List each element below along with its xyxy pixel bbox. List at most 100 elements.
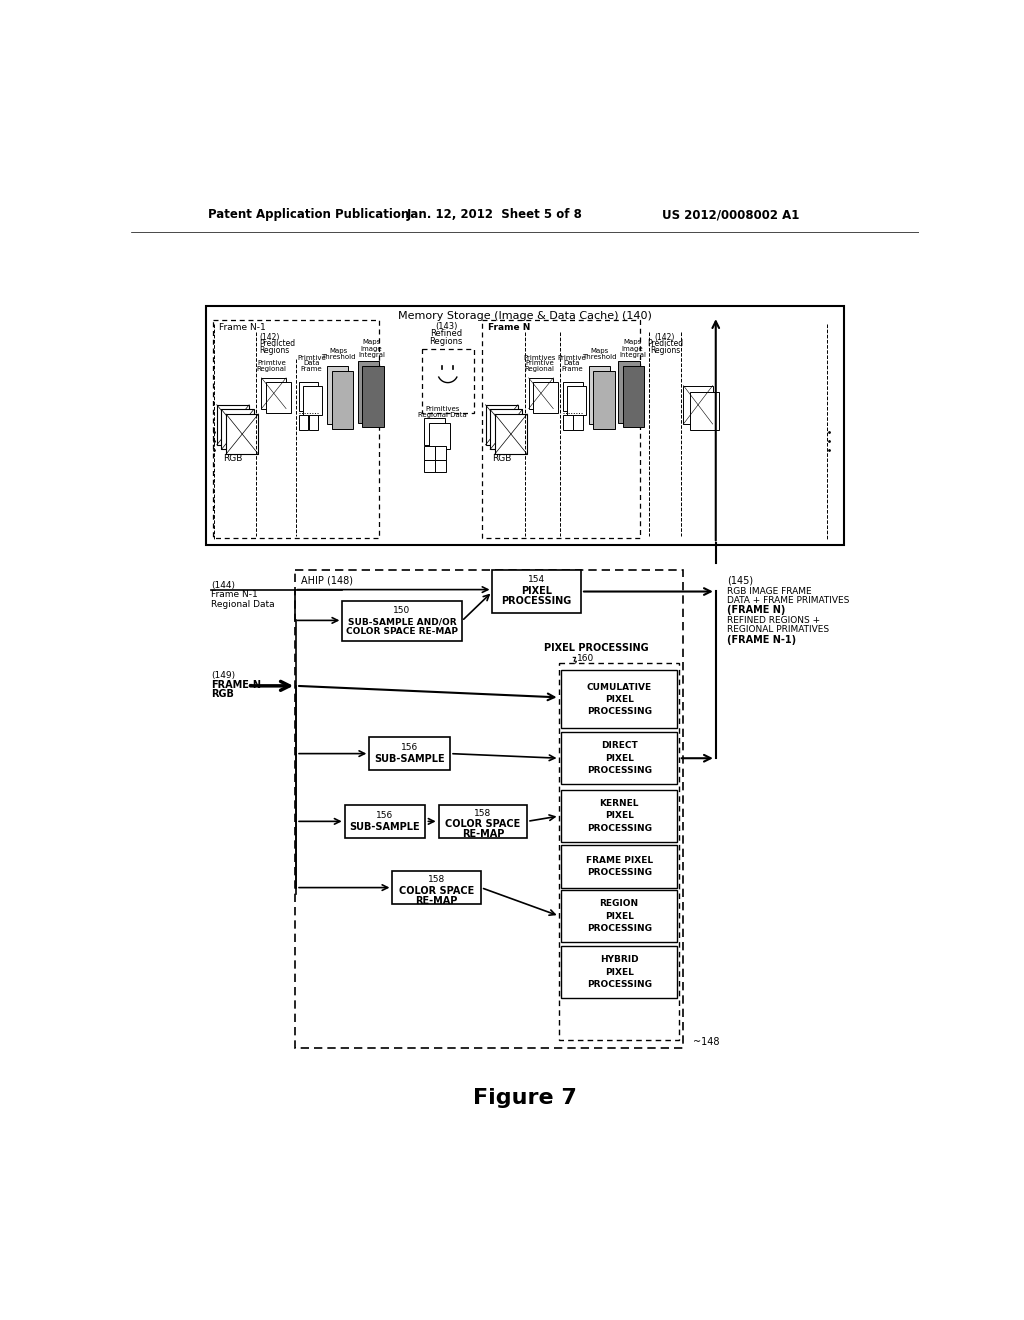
- Bar: [342, 601, 462, 642]
- Text: PROCESSING: PROCESSING: [587, 766, 651, 775]
- Text: RGB: RGB: [492, 454, 511, 463]
- Bar: [357, 360, 379, 422]
- Text: 160: 160: [578, 653, 594, 663]
- Text: Primtives: Primtives: [523, 355, 556, 360]
- Text: Image: Image: [622, 346, 643, 351]
- Bar: [589, 367, 610, 424]
- Bar: [424, 418, 445, 445]
- Text: (142): (142): [259, 333, 280, 342]
- Text: RGB IMAGE FRAME: RGB IMAGE FRAME: [727, 586, 812, 595]
- Bar: [206, 306, 844, 545]
- Text: KERNEL: KERNEL: [599, 799, 639, 808]
- Bar: [561, 890, 677, 942]
- Text: (145): (145): [727, 576, 754, 585]
- Text: Integral: Integral: [620, 351, 646, 358]
- Text: SUB-SAMPLE: SUB-SAMPLE: [375, 754, 445, 764]
- Text: SUB-SAMPLE AND/OR: SUB-SAMPLE AND/OR: [348, 618, 457, 627]
- Text: 158: 158: [474, 809, 492, 818]
- Text: Regions: Regions: [430, 337, 463, 346]
- Text: REGION: REGION: [600, 899, 639, 908]
- Bar: [221, 409, 254, 449]
- Text: (142): (142): [654, 333, 675, 342]
- Text: PROCESSING: PROCESSING: [587, 924, 651, 933]
- Bar: [295, 570, 683, 1048]
- Bar: [261, 378, 286, 409]
- Bar: [573, 414, 583, 430]
- Text: Frame N: Frame N: [487, 323, 530, 333]
- Text: (143): (143): [435, 322, 458, 331]
- Bar: [561, 845, 677, 887]
- Text: PROCESSING: PROCESSING: [587, 824, 651, 833]
- Text: PROCESSING: PROCESSING: [502, 597, 571, 606]
- Text: PIXEL: PIXEL: [605, 694, 634, 704]
- Bar: [424, 461, 435, 471]
- Bar: [561, 946, 677, 998]
- Bar: [563, 381, 583, 411]
- Text: PROCESSING: PROCESSING: [587, 708, 651, 717]
- Text: PROCESSING: PROCESSING: [587, 981, 651, 989]
- Text: (149): (149): [211, 672, 236, 680]
- Text: COLOR SPACE RE-MAP: COLOR SPACE RE-MAP: [346, 627, 458, 636]
- Text: PIXEL: PIXEL: [605, 912, 634, 920]
- Text: COLOR SPACE: COLOR SPACE: [399, 886, 474, 896]
- Text: Primtive: Primtive: [525, 360, 554, 366]
- Bar: [424, 446, 435, 461]
- Text: Primitives: Primitives: [425, 405, 460, 412]
- Bar: [495, 414, 527, 454]
- Text: Frame: Frame: [561, 367, 583, 372]
- Text: 158: 158: [428, 875, 445, 884]
- Bar: [689, 392, 719, 430]
- Bar: [593, 371, 614, 429]
- Bar: [490, 409, 522, 449]
- Text: PIXEL PROCESSING: PIXEL PROCESSING: [544, 643, 649, 653]
- Text: FRAME PIXEL: FRAME PIXEL: [586, 855, 652, 865]
- Text: ~148: ~148: [692, 1038, 719, 1047]
- Text: Threshold: Threshold: [322, 354, 355, 360]
- Bar: [370, 738, 451, 770]
- Text: 156: 156: [377, 810, 393, 820]
- Text: DATA + FRAME PRIMATIVES: DATA + FRAME PRIMATIVES: [727, 595, 850, 605]
- Text: Predicted: Predicted: [647, 339, 683, 348]
- Bar: [683, 385, 713, 424]
- Text: DIRECT: DIRECT: [601, 742, 638, 750]
- Bar: [299, 381, 318, 411]
- Text: PIXEL: PIXEL: [605, 754, 634, 763]
- Text: (FRAME N-1): (FRAME N-1): [727, 635, 797, 644]
- Text: Maps: Maps: [362, 339, 381, 346]
- Text: HYBRID: HYBRID: [600, 956, 638, 965]
- Bar: [563, 414, 572, 430]
- Text: Primtive: Primtive: [557, 355, 586, 360]
- Text: REGIONAL PRIMATIVES: REGIONAL PRIMATIVES: [727, 626, 829, 634]
- Bar: [226, 414, 258, 454]
- Text: RE-MAP: RE-MAP: [462, 829, 504, 840]
- Text: Predicted: Predicted: [259, 339, 295, 348]
- Text: Jan. 12, 2012  Sheet 5 of 8: Jan. 12, 2012 Sheet 5 of 8: [407, 209, 582, 222]
- Bar: [528, 378, 553, 409]
- Text: RGB: RGB: [223, 454, 243, 463]
- Bar: [481, 321, 640, 539]
- Text: COLOR SPACE: COLOR SPACE: [445, 820, 520, 829]
- Text: CUMULATIVE: CUMULATIVE: [587, 682, 651, 692]
- Text: PIXEL: PIXEL: [605, 968, 634, 977]
- Text: Threshold: Threshold: [583, 354, 616, 360]
- Bar: [485, 405, 518, 445]
- Bar: [561, 789, 677, 842]
- Text: Frame N-1: Frame N-1: [211, 590, 258, 599]
- Bar: [561, 733, 677, 784]
- Text: AHIP (148): AHIP (148): [301, 576, 352, 585]
- Bar: [266, 383, 291, 413]
- Bar: [309, 414, 318, 430]
- Bar: [422, 350, 474, 413]
- Text: REFINED REGIONS +: REFINED REGIONS +: [727, 616, 820, 624]
- Text: Maps: Maps: [591, 348, 608, 354]
- Bar: [493, 570, 581, 612]
- Bar: [559, 663, 679, 1040]
- Text: (144): (144): [211, 581, 236, 590]
- Bar: [438, 805, 527, 838]
- Text: RGB: RGB: [211, 689, 234, 700]
- Text: Regional: Regional: [256, 367, 287, 372]
- Text: Figure 7: Figure 7: [473, 1088, 577, 1107]
- Bar: [332, 371, 353, 429]
- Text: PIXEL: PIXEL: [521, 586, 552, 597]
- Text: PROCESSING: PROCESSING: [587, 869, 651, 876]
